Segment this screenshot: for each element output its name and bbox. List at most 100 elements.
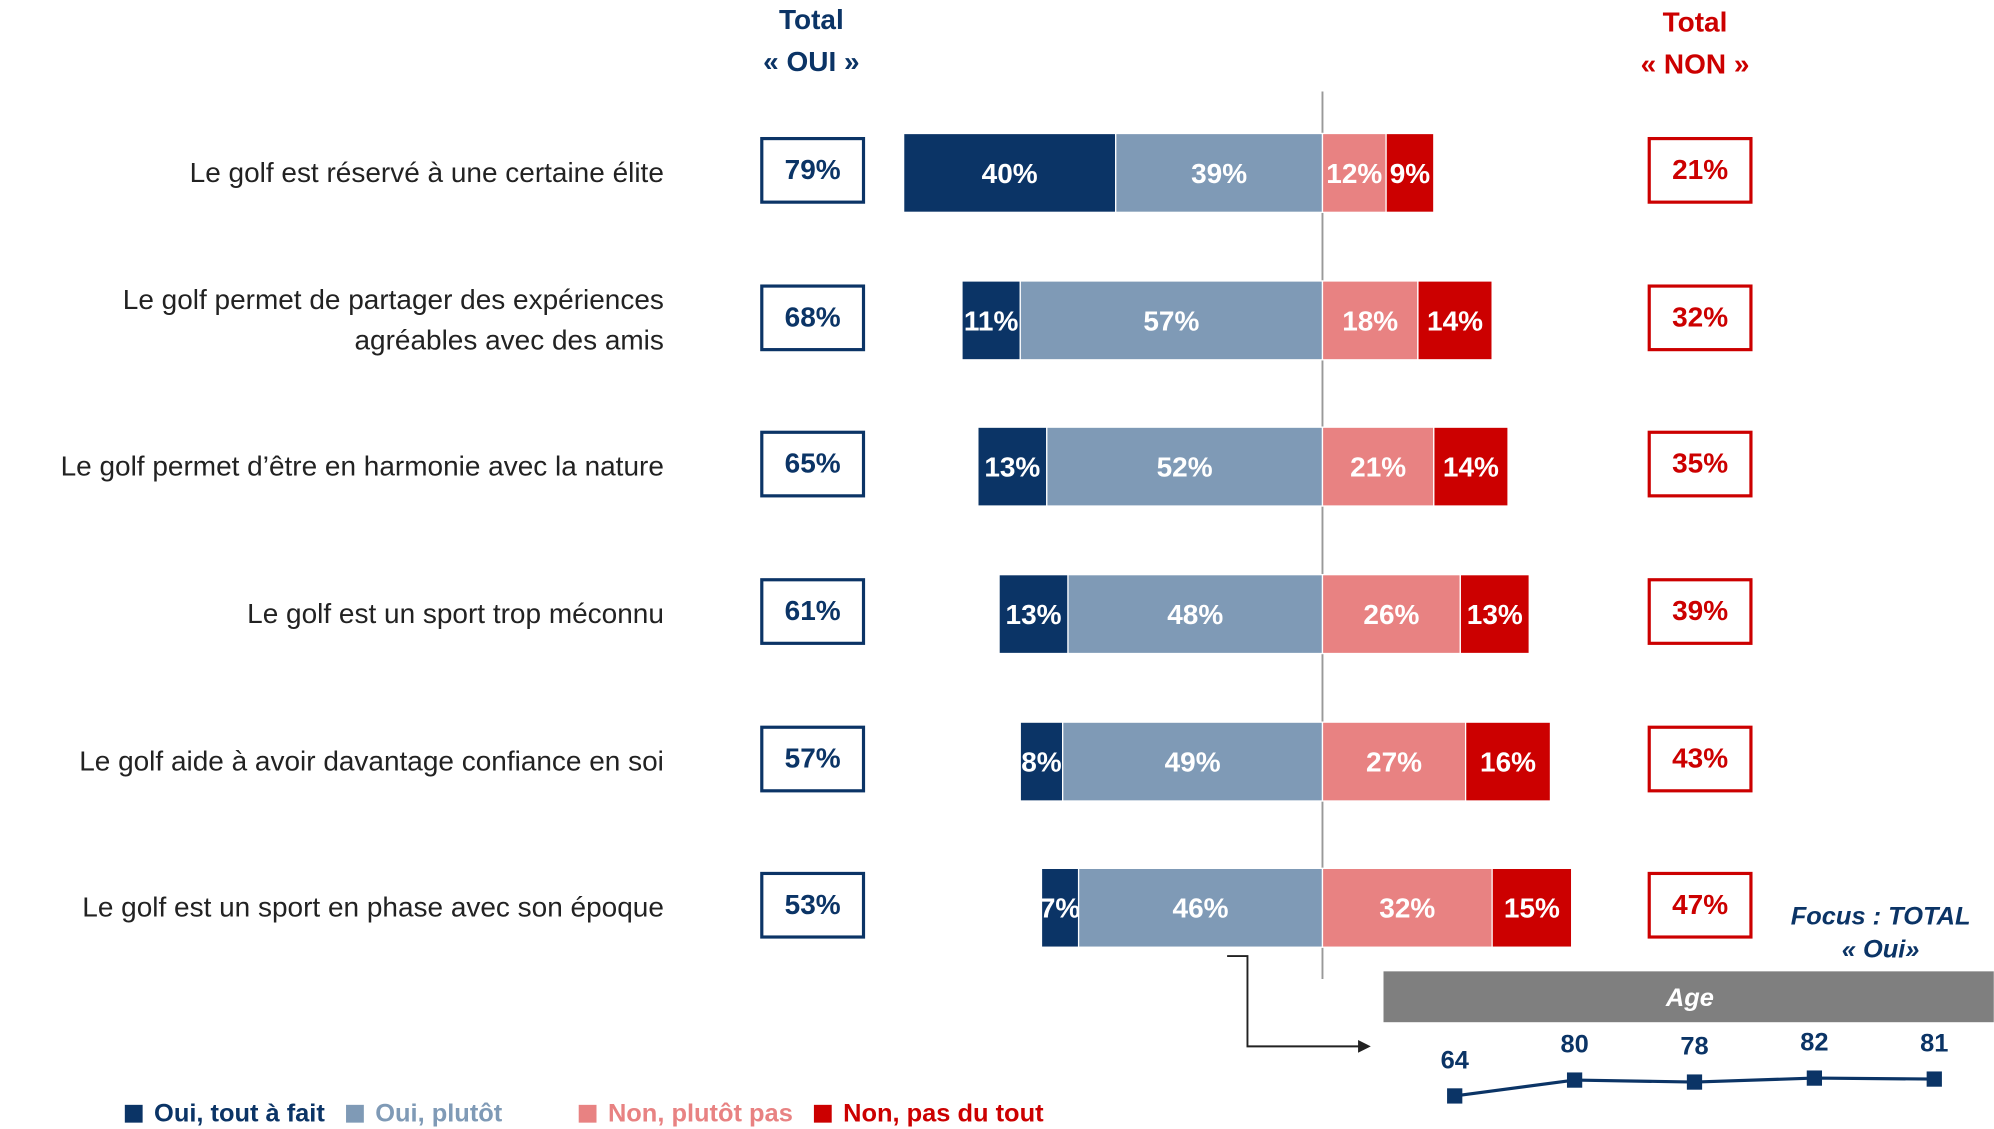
legend-swatch	[813, 1104, 832, 1123]
column-header: « OUI »	[763, 46, 859, 77]
data-label: 49%	[1165, 746, 1221, 777]
total-box	[760, 578, 866, 645]
category-label-box: Le golf est un sport trop méconnu	[247, 597, 664, 630]
total-box	[760, 284, 866, 352]
category-label: Le golf aide à avoir davantage confiance…	[79, 745, 664, 777]
category-label-box: Le golf aide à avoir davantage confiance…	[79, 745, 664, 777]
legend-swatch	[346, 1104, 364, 1123]
data-label: 18%	[1342, 305, 1398, 336]
data-label: 39%	[1191, 158, 1247, 189]
point-label: 81	[1920, 1029, 1948, 1057]
inset-title: Age	[1665, 984, 1714, 1012]
total-box	[1647, 136, 1753, 204]
category-label: Le golf est un sport trop méconnu	[247, 597, 664, 630]
bar-segment	[903, 132, 1117, 213]
column-header: « NON »	[1641, 49, 1750, 80]
data-label: 48%	[1167, 599, 1223, 630]
total-box	[1647, 578, 1753, 645]
legend-label: Non, pas du tout	[843, 1100, 1044, 1128]
category-label-box: Le golf permet de partager des expérienc…	[122, 283, 664, 356]
bar-segment	[1321, 574, 1461, 655]
category-label-box: Le golf permet d’être en harmonie avec l…	[60, 450, 664, 482]
data-label: 9%	[1390, 158, 1431, 189]
total-box	[1647, 430, 1753, 498]
total-box	[760, 871, 866, 939]
bar-segment	[1067, 574, 1324, 655]
category-label-box: Le golf est un sport en phase avec son é…	[82, 891, 664, 924]
data-label: 14%	[1443, 452, 1499, 483]
column-header: Total	[1663, 7, 1728, 38]
category-label: Le golf permet d’être en harmonie avec l…	[60, 450, 664, 482]
data-label: 13%	[984, 452, 1040, 483]
bar-segment	[1433, 426, 1509, 507]
inset-heading: Focus : TOTAL	[1791, 903, 1971, 931]
data-label: 15%	[1504, 893, 1560, 924]
connector	[1227, 955, 1361, 1048]
total-box	[760, 136, 866, 204]
line-point	[1447, 1088, 1463, 1104]
bar-segment	[1115, 132, 1324, 213]
total-label: 57%	[785, 743, 841, 774]
bar-segment	[977, 426, 1048, 507]
line-point	[1686, 1074, 1703, 1090]
line-point	[1806, 1070, 1823, 1086]
data-label: 13%	[1467, 599, 1523, 630]
data-label: 40%	[982, 158, 1038, 189]
total-box	[1647, 871, 1753, 939]
point-label: 64	[1441, 1046, 1469, 1074]
legend-label: Oui, plutôt	[375, 1100, 503, 1128]
line-point	[1566, 1072, 1583, 1088]
total-label: 39%	[1672, 595, 1728, 626]
data-label: 13%	[1006, 599, 1062, 630]
total-label: 65%	[785, 448, 841, 479]
point-label: 80	[1560, 1030, 1588, 1058]
bar-segment	[1077, 867, 1324, 948]
total-label: 32%	[1672, 302, 1728, 333]
legend-label: Non, plutôt pas	[608, 1100, 793, 1128]
bar-segment	[1019, 721, 1064, 802]
legend-swatch	[124, 1104, 143, 1123]
point-label: 78	[1680, 1032, 1708, 1060]
category-label: Le golf est réservé à une certaine élite	[189, 156, 664, 189]
column-header: Total	[779, 4, 844, 35]
data-label: 12%	[1326, 158, 1382, 189]
legend-swatch	[578, 1104, 597, 1123]
inset-heading: « Oui»	[1842, 936, 1920, 964]
bar-segment	[998, 574, 1069, 655]
category-label: Le golf permet de partager des expérienc…	[122, 283, 664, 356]
total-label: 61%	[785, 595, 841, 626]
bar-segment	[1459, 574, 1530, 655]
inset-header	[1383, 971, 1994, 1023]
data-label: 27%	[1366, 746, 1422, 777]
total-box	[1647, 725, 1753, 793]
total-box	[760, 725, 866, 793]
bar-segment	[1046, 426, 1324, 507]
total-label: 68%	[785, 302, 841, 333]
point-label: 82	[1800, 1028, 1828, 1056]
data-label: 16%	[1480, 746, 1536, 777]
bar-segment	[1321, 721, 1467, 802]
legend-label: Oui, tout à fait	[154, 1100, 325, 1128]
bar-segment	[1417, 280, 1493, 361]
total-label: 47%	[1672, 889, 1728, 920]
arrow-head	[1358, 1040, 1371, 1053]
data-label: 21%	[1350, 452, 1406, 483]
total-label: 43%	[1672, 743, 1728, 774]
total-box	[1647, 284, 1753, 352]
total-label: 53%	[785, 889, 841, 920]
bar-segment	[1321, 132, 1387, 213]
data-label: 46%	[1173, 893, 1229, 924]
category-label-box: Le golf est réservé à une certaine élite	[189, 156, 664, 189]
category-label: Le golf est un sport en phase avec son é…	[82, 891, 664, 924]
bar-segment	[1385, 132, 1435, 213]
data-label: 32%	[1379, 893, 1435, 924]
line-point	[1926, 1071, 1942, 1087]
bar-segment	[1321, 280, 1419, 361]
bar-segment	[1464, 721, 1552, 802]
data-label: 8%	[1021, 746, 1062, 777]
total-label: 35%	[1672, 448, 1728, 479]
data-label: 52%	[1157, 452, 1213, 483]
data-label: 26%	[1363, 599, 1419, 630]
data-label: 7%	[1040, 893, 1081, 924]
